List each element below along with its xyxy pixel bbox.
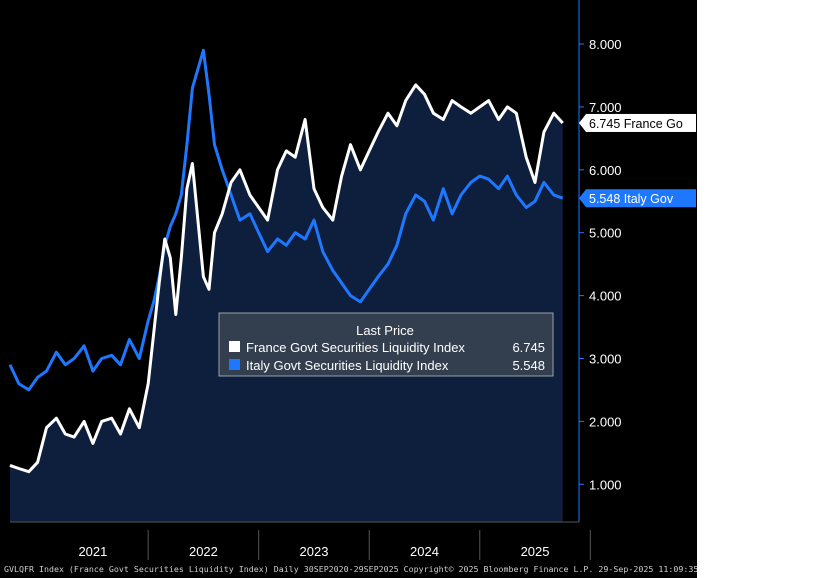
y-tick-label: 5.000 bbox=[589, 226, 622, 241]
france-series-line bbox=[9, 83, 564, 474]
x-tick-label: 2024 bbox=[410, 544, 439, 559]
footer-source: GVLQFR Index (France Govt Securities Liq… bbox=[0, 560, 697, 578]
y-tick-label: 3.000 bbox=[589, 351, 622, 366]
y-tick-label: 2.000 bbox=[589, 414, 622, 429]
legend-swatch-france bbox=[229, 341, 240, 352]
y-tick-label: 6.000 bbox=[589, 163, 622, 178]
y-tick-label: 8.000 bbox=[589, 37, 622, 52]
x-tick-label: 2023 bbox=[300, 544, 329, 559]
y-tick-label: 4.000 bbox=[589, 289, 622, 304]
france-area bbox=[10, 84, 563, 523]
italy-last-pointer bbox=[579, 189, 586, 208]
legend-label-france: France Govt Securities Liquidity Index bbox=[246, 340, 465, 355]
italy-series-line bbox=[8, 48, 564, 392]
france-last-tag bbox=[586, 113, 696, 132]
legend-value-france: 6.745 bbox=[512, 340, 545, 355]
legend-title: Last Price bbox=[356, 323, 414, 338]
legend-label-italy: Italy Govt Securities Liquidity Index bbox=[246, 358, 449, 373]
italy-last-label: 5.548 Italy Gov bbox=[589, 192, 674, 206]
legend-value-italy: 5.548 bbox=[512, 358, 545, 373]
france-last-pointer bbox=[579, 113, 586, 132]
x-tick-label: 2021 bbox=[78, 544, 107, 559]
legend-box bbox=[218, 312, 554, 377]
legend-swatch-italy bbox=[229, 359, 240, 370]
x-tick-label: 2025 bbox=[521, 544, 550, 559]
legend: Last Price France Govt Securities Liquid… bbox=[218, 312, 554, 377]
y-tick-label: 7.000 bbox=[589, 100, 622, 115]
x-tick-label: 2022 bbox=[189, 544, 218, 559]
y-tick-label: 1.000 bbox=[589, 477, 622, 492]
france-last-label: 6.745 France Go bbox=[589, 117, 683, 131]
italy-last-tag bbox=[586, 189, 696, 208]
